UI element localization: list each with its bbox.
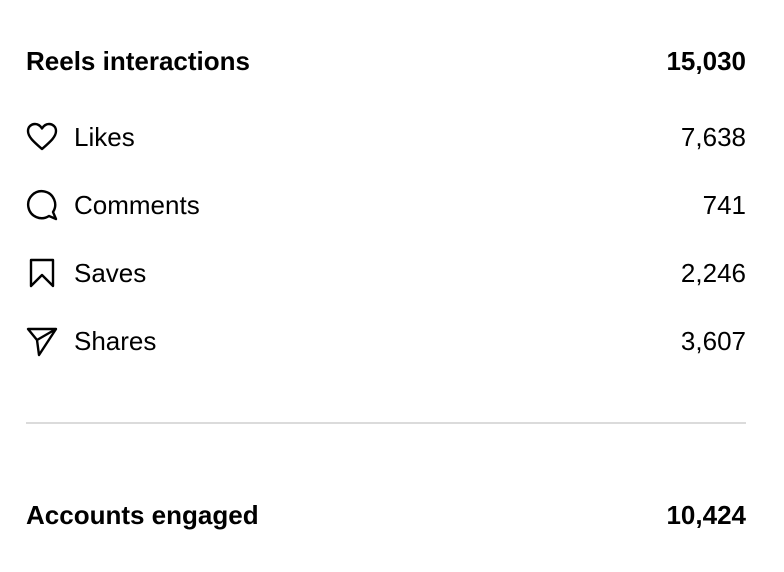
section-header: Accounts engaged 10,424 <box>26 495 746 535</box>
share-icon <box>26 327 58 357</box>
metric-value: 741 <box>702 189 746 220</box>
metric-label: Comments <box>74 189 200 220</box>
section-total: 10,424 <box>666 499 746 530</box>
section-total: 15,030 <box>666 45 746 76</box>
metric-row: Comments 741 <box>26 185 746 225</box>
save-icon <box>29 258 55 288</box>
metric-label: Shares <box>74 325 157 356</box>
metric-row: Likes 7,638 <box>26 117 746 157</box>
metric-label: Saves <box>74 257 147 288</box>
metric-value: 3,607 <box>680 325 746 356</box>
section-header: Reels interactions 15,030 <box>26 41 746 81</box>
metric-row: Saves 2,246 <box>26 253 746 293</box>
divider <box>26 422 746 424</box>
section-title: Accounts engaged <box>26 499 259 530</box>
comment-icon <box>27 190 58 221</box>
heart-icon <box>26 122 58 151</box>
metric-value: 2,246 <box>680 257 746 288</box>
metric-label: Likes <box>74 121 135 152</box>
metric-row: Shares 3,607 <box>26 321 746 361</box>
metric-value: 7,638 <box>680 121 746 152</box>
section-title: Reels interactions <box>26 45 250 76</box>
